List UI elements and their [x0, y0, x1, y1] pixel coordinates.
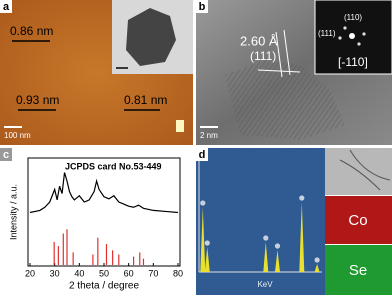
label-box: [196, 148, 208, 161]
panel-label: d: [199, 149, 206, 161]
height-label: 0.93 nm: [16, 93, 59, 107]
peak-marker: [200, 200, 206, 206]
panel-d: KeV Co Se d: [196, 148, 392, 295]
lattice: [225, 60, 345, 140]
x-tick-label: 30: [50, 268, 60, 278]
fringe-line: [275, 31, 283, 78]
peak-marker: [274, 243, 281, 249]
nanosheet: [126, 8, 176, 66]
reference-label: JCPDS card No.53-449: [65, 161, 162, 171]
x-axis-label: KeV: [257, 280, 273, 289]
fft-spot: [349, 33, 355, 39]
scale-label: 2 nm: [200, 131, 218, 140]
xrd-curve: [29, 172, 179, 214]
se-map: [325, 245, 392, 295]
spacing-label: 2.60 Å: [240, 33, 278, 48]
x-tick-label: 50: [99, 268, 109, 278]
peak-marker: [299, 195, 305, 201]
panel-b: b 2.60 Å (111) (110) (111) [-110] 2 nm: [196, 0, 392, 145]
zone-axis: [-110]: [338, 55, 368, 69]
x-tick-label: 80: [173, 268, 183, 278]
panel-c: c JCPDS card No.53-449 Intensity / a.u. …: [0, 148, 193, 295]
eds-peak: [275, 250, 280, 272]
fft-spot: [338, 36, 342, 40]
fft-spot: [357, 42, 361, 46]
height-label: 0.86 nm: [10, 24, 53, 38]
x-axis-label: 2 theta / degree: [69, 281, 139, 292]
fft-spot: [362, 32, 366, 36]
y-axis-label: Intensity / a.u.: [8, 184, 18, 240]
x-tick-label: 70: [148, 268, 158, 278]
eds-peak: [299, 202, 305, 272]
panel-a: a 0.86 nm 0.93 nm 0.81 nm 100 nm: [0, 0, 193, 145]
eds-peak: [204, 247, 210, 272]
spacing-arrow: [257, 69, 301, 73]
fringe-line: [283, 29, 291, 76]
plane-label: (111): [250, 49, 276, 63]
fft-label: (111): [318, 29, 336, 38]
height-label: 0.81 nm: [124, 93, 167, 107]
label-box: [0, 0, 12, 13]
label-box: [0, 148, 12, 161]
x-tick-label: 20: [25, 268, 35, 278]
peak-marker: [204, 240, 210, 246]
panel-label: b: [199, 1, 206, 13]
eds-bg: [196, 148, 325, 295]
sheet-edge: [339, 149, 391, 191]
peak-marker: [314, 257, 320, 263]
label-box: [196, 0, 208, 13]
co-map: [325, 196, 392, 244]
fft-label: (110): [344, 13, 362, 22]
panel-label: c: [3, 149, 9, 161]
x-tick-label: 60: [124, 268, 134, 278]
x-tick-label: 40: [74, 268, 84, 278]
eds-peak: [314, 264, 320, 272]
panel-label: a: [3, 1, 10, 13]
eds-peak: [263, 242, 269, 272]
peak-marker: [263, 235, 269, 241]
panel-bg: [0, 148, 193, 295]
bright-spot: [176, 120, 184, 132]
fft-spot: [343, 26, 347, 30]
map-label: Se: [349, 262, 367, 279]
eds-peak: [200, 207, 206, 272]
map-label: Co: [348, 212, 367, 229]
scale-label: 100 nm: [4, 131, 31, 140]
